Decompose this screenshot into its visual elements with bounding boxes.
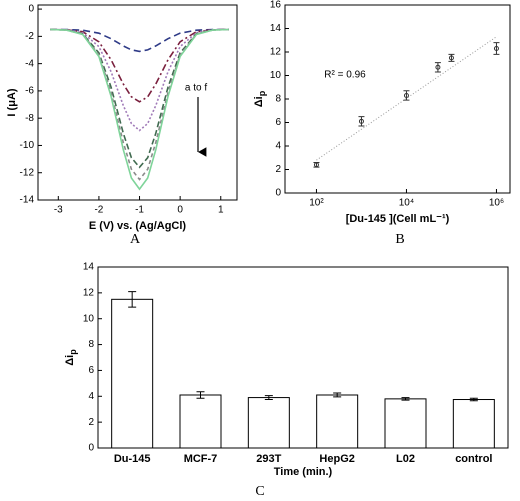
y-axis-label-main: I (μA) [6,88,18,116]
y-axis-label: I (μA) [6,88,18,116]
x-axis-label: [Du-145 ](Cell mL⁻¹) [346,213,450,225]
error-bar [358,116,365,127]
annotation: R² = 0.96 [324,70,366,81]
x-tick-label: 10⁴ [399,198,414,209]
x-axis-label: Time (min.) [274,466,333,478]
y-tick-label: 6 [275,117,281,128]
error-bar [333,392,342,398]
panel-label: A [130,232,141,247]
y-tick-label: 2 [88,417,94,428]
data-point [448,55,454,61]
y-tick-label: -8 [25,113,34,124]
y-tick-label: 8 [275,94,281,105]
x-axis-label: E (V) vs. (Ag/AgCl) [89,220,187,232]
error-bar [403,90,410,101]
y-tick-label: 14 [83,262,95,273]
error-bar [434,62,441,73]
x-tick-label: 10² [309,198,324,209]
bar [452,399,495,449]
bar [111,298,154,449]
y-tick-label: 12 [83,287,95,298]
plot-frame [37,4,238,201]
error-bar [493,42,500,55]
bar [384,398,427,449]
y-axis-label-main: Δi [253,96,265,107]
y-tick-label: 4 [275,141,281,152]
y-tick-label: 8 [88,339,94,350]
fit-line [316,36,497,161]
voltammogram-curve [50,28,229,169]
data-point [435,64,441,70]
y-tick-label: 10 [270,70,282,81]
x-tick-label: -1 [135,205,144,216]
data-point [403,92,409,98]
x-tick-label: control [455,453,492,465]
y-tick-label: -2 [25,31,34,42]
y-tick-label: 14 [270,23,282,34]
voltammogram-curve [50,28,229,181]
error-bar [128,291,137,308]
y-axis-label-sub: p [68,349,78,355]
y-tick-label: -10 [20,140,35,151]
y-tick-label: 16 [270,0,282,11]
y-tick-label: 0 [28,4,34,15]
bar [316,394,359,449]
y-tick-label: 4 [88,391,94,402]
error-bar [264,395,273,401]
y-tick-label: 2 [275,164,281,175]
y-axis-label-main: Δi [64,355,76,366]
y-axis-label: Δip [64,349,78,366]
y-tick-label: 10 [83,313,95,324]
x-tick-label: L02 [396,453,415,465]
error-bar [401,397,410,401]
y-tick-label: -4 [25,58,34,69]
y-tick-label: -12 [20,167,35,178]
voltammogram-curve [50,28,229,191]
panel-label: C [255,484,264,499]
y-tick-label: 0 [275,188,281,199]
y-tick-label: -6 [25,86,34,97]
y-tick-label: -14 [20,195,35,206]
x-tick-label: 293T [256,453,281,465]
voltammogram-curve [50,28,229,53]
error-bar [196,391,205,399]
x-tick-label: 0 [177,205,183,216]
y-tick-label: 6 [88,365,94,376]
x-tick-label: -3 [54,205,63,216]
y-axis-label: Δip [253,90,267,107]
x-tick-label: MCF-7 [184,453,218,465]
bar [179,394,222,449]
x-tick-label: 10⁶ [489,198,504,209]
error-bar [469,397,478,402]
data-point [358,118,364,124]
data-point [493,45,499,51]
panel-label: B [395,232,404,247]
plot-frame [97,266,509,449]
x-tick-label: HepG2 [319,453,354,465]
annotation: a to f [185,83,207,94]
y-tick-label: 12 [270,47,282,58]
x-tick-label: -2 [94,205,103,216]
x-tick-label: Du-145 [114,453,151,465]
bar [247,397,290,449]
y-axis-label-sub: p [257,90,267,96]
voltammogram-curve [50,28,229,132]
x-tick-label: 1 [218,205,224,216]
voltammogram-curve [50,28,229,103]
y-tick-label: 0 [88,443,94,454]
data-point [313,162,319,168]
